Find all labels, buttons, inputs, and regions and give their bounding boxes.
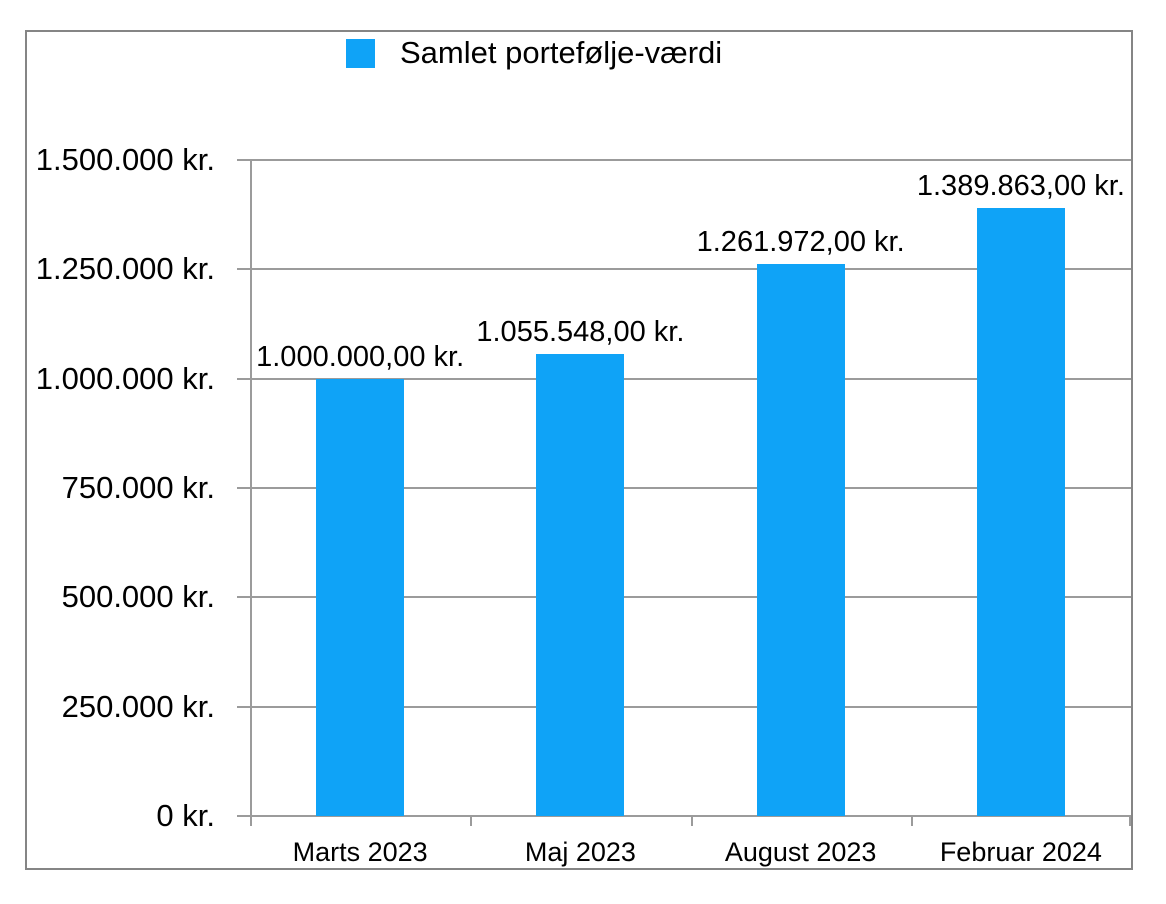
- bar-value-label: 1.261.972,00 kr.: [696, 226, 905, 259]
- x-axis-category-label: August 2023: [724, 837, 877, 867]
- y-axis-tick: [237, 377, 250, 380]
- y-axis-tick-label: 1.500.000 kr.: [35, 142, 215, 177]
- bar-2: [536, 354, 625, 816]
- legend-swatch-icon: [346, 38, 375, 68]
- gridline: [250, 377, 1131, 380]
- x-axis-tick: [690, 816, 693, 826]
- gridline: [250, 268, 1131, 271]
- bar-value-label: 1.000.000,00 kr.: [256, 340, 465, 373]
- gridline: [250, 596, 1131, 599]
- gridline: [250, 159, 1131, 161]
- y-axis-tick: [237, 268, 250, 271]
- chart-legend: Samlet portefølje-værdi: [346, 35, 722, 71]
- y-axis-tick-label: 250.000 kr.: [61, 688, 215, 724]
- y-axis-tick-label: 500.000 kr.: [61, 579, 215, 615]
- x-axis-tick: [1129, 816, 1131, 826]
- x-axis-category-label: Maj 2023: [524, 837, 636, 867]
- y-axis-tick-label: 750.000 kr.: [61, 470, 215, 505]
- y-axis-tick-label: 1.000.000 kr.: [35, 360, 215, 396]
- y-axis-tick: [237, 596, 250, 599]
- y-axis-tick: [237, 159, 250, 161]
- y-axis-tick: [237, 705, 250, 708]
- legend-label: Samlet portefølje-værdi: [400, 35, 723, 70]
- chart-figure: Samlet portefølje-værdi 1.500.000 kr. 1.2…: [25, 30, 1133, 870]
- x-axis-tick: [910, 816, 913, 826]
- y-axis-tick: [237, 487, 250, 489]
- bar-1: [316, 378, 405, 816]
- y-axis-line: [250, 160, 252, 816]
- bar-3: [756, 264, 845, 816]
- x-axis-tick: [250, 816, 252, 826]
- bar-value-label: 1.055.548,00 kr.: [476, 316, 685, 349]
- y-axis-tick: [237, 815, 250, 817]
- x-axis-tick: [470, 816, 473, 826]
- y-axis-tick-label: 1.250.000 kr.: [35, 251, 215, 287]
- gridline: [250, 705, 1131, 708]
- x-axis-category-label: Februar 2024: [939, 837, 1102, 867]
- gridline: [250, 487, 1131, 489]
- y-axis-tick-label: 0 kr.: [156, 798, 215, 833]
- bar-4: [976, 208, 1065, 816]
- x-axis-category-label: Marts 2023: [292, 837, 428, 867]
- bar-value-label: 1.389.863,00 kr.: [916, 170, 1125, 203]
